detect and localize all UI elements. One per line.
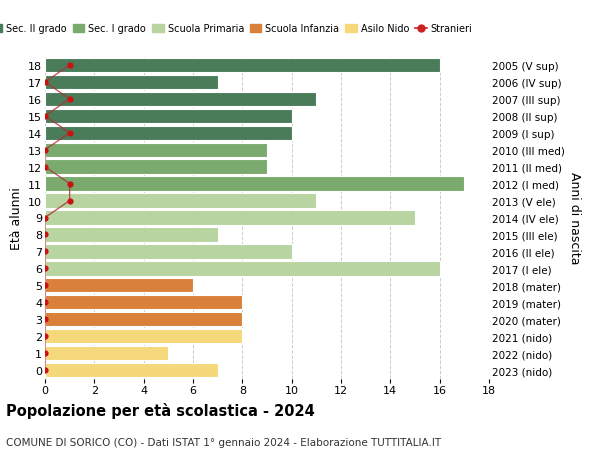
Bar [45,160,267,174]
Bar [45,312,242,327]
Y-axis label: Età alunni: Età alunni [10,187,23,249]
Bar [45,76,218,90]
Bar [45,92,316,107]
Text: Popolazione per età scolastica - 2024: Popolazione per età scolastica - 2024 [6,402,315,418]
Bar [45,245,292,259]
Bar [45,329,242,344]
Bar [45,279,193,293]
Bar [45,228,218,242]
Bar [45,363,218,377]
Bar [45,143,267,157]
Bar [45,59,440,73]
Bar [45,109,292,124]
Bar [45,296,242,310]
Bar [45,262,440,276]
Bar [45,194,316,208]
Bar [45,211,415,225]
Bar [45,177,464,191]
Text: COMUNE DI SORICO (CO) - Dati ISTAT 1° gennaio 2024 - Elaborazione TUTTITALIA.IT: COMUNE DI SORICO (CO) - Dati ISTAT 1° ge… [6,437,441,448]
Legend: Sec. II grado, Sec. I grado, Scuola Primaria, Scuola Infanzia, Asilo Nido, Stran: Sec. II grado, Sec. I grado, Scuola Prim… [0,21,476,38]
Bar [45,346,169,360]
Bar [45,126,292,140]
Y-axis label: Anni di nascita: Anni di nascita [568,172,581,264]
